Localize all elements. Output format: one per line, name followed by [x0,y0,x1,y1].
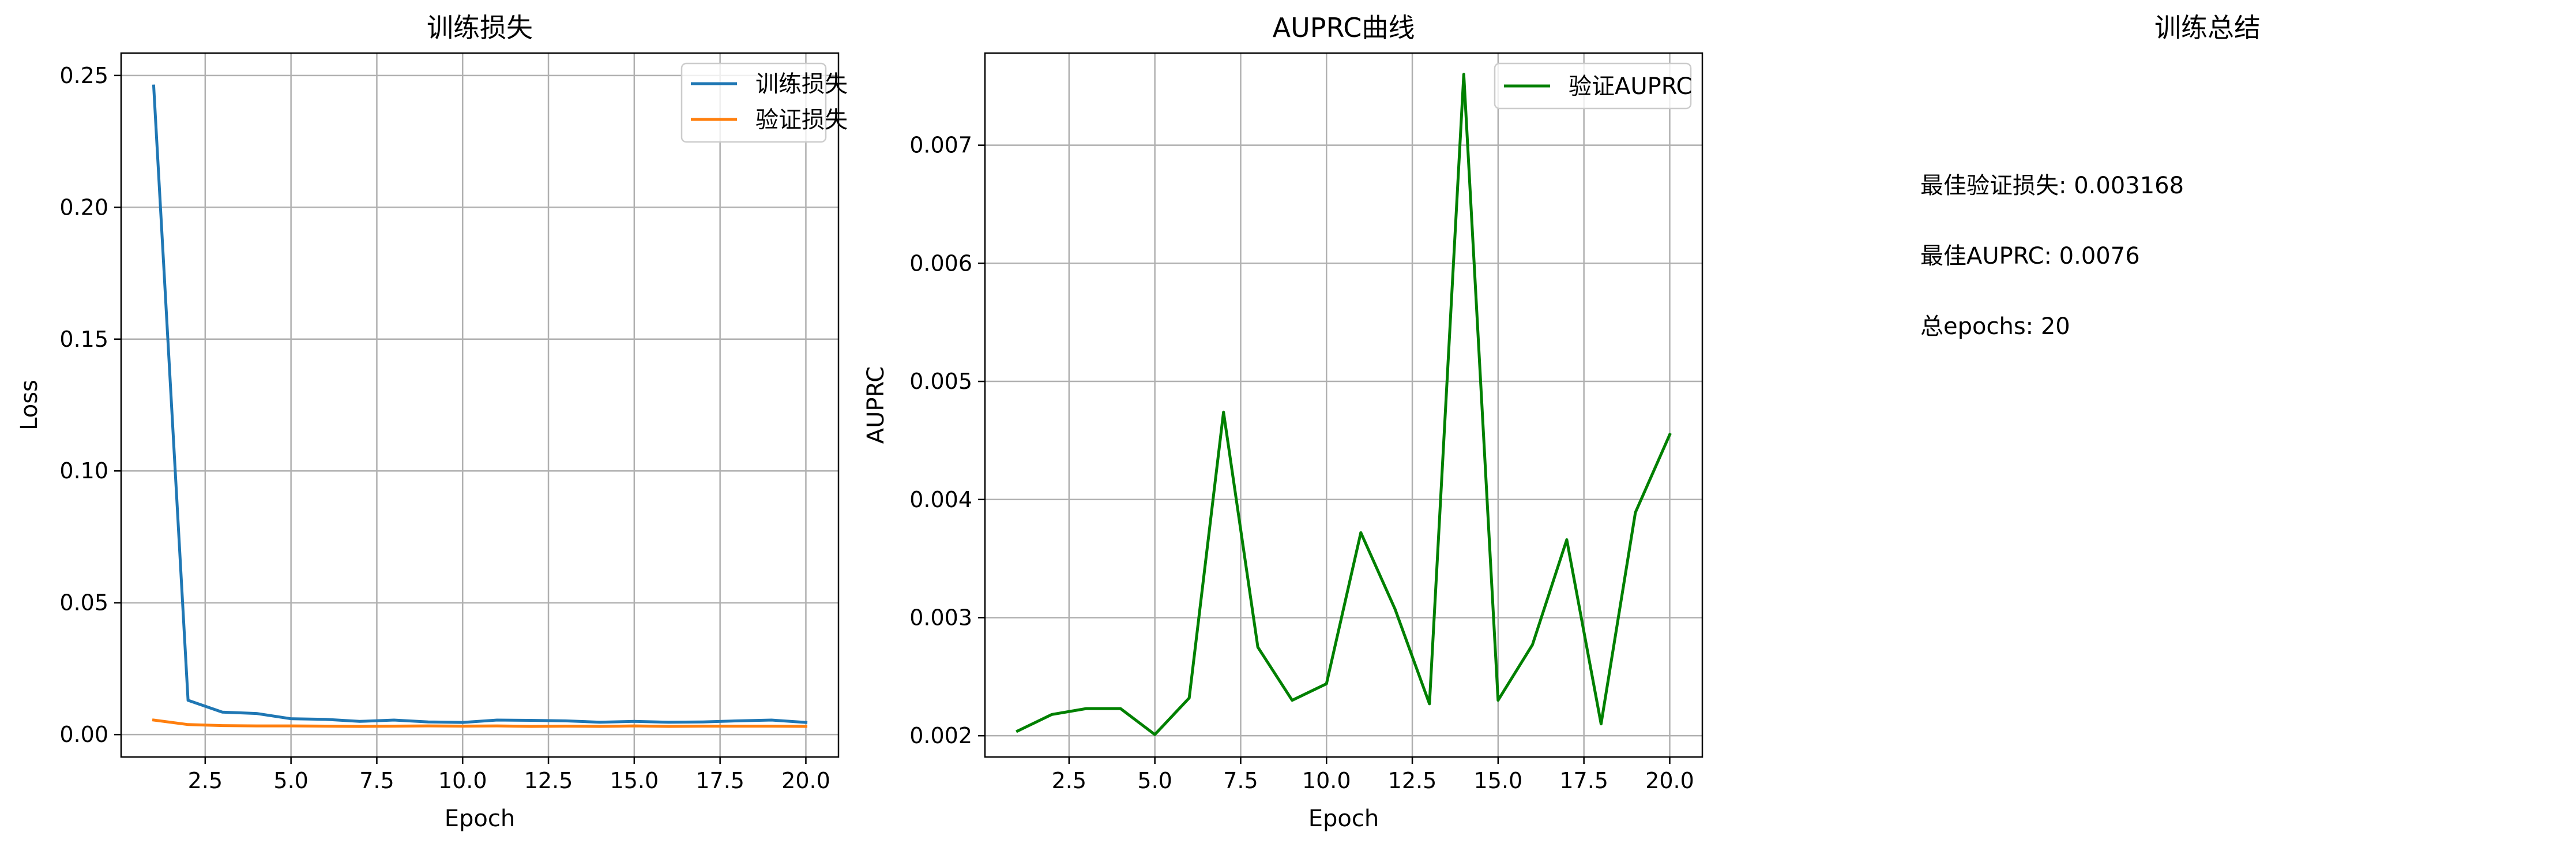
auprc-chart-y-tick-label: 0.002 [909,723,972,748]
auprc-chart-axes-frame [984,52,1703,758]
auprc-chart-y-tick-label: 0.004 [909,487,972,512]
auprc-chart-title: AUPRC曲线 [1273,12,1415,43]
loss-chart-y-tick-label: 0.05 [59,590,108,616]
auprc-chart-x-tick-label: 20.0 [1645,768,1694,793]
loss-chart-title: 训练损失 [427,12,533,43]
loss-chart-series [152,84,808,728]
auprc-chart-y-axis-label: AUPRC [863,366,889,444]
summary-title: 训练总结 [2154,12,2261,43]
loss-chart-x-tick-label: 2.5 [188,768,223,793]
loss-chart-x-axis-label: Epoch [445,805,515,832]
auprc-chart-series-line-0 [1016,73,1672,736]
loss-chart-x-tick-label: 5.0 [273,768,308,793]
loss-chart-grid [121,53,838,757]
auprc-chart-y-tick-label: 0.003 [909,605,972,630]
loss-chart-x-tick-label: 10.0 [438,768,487,793]
auprc-chart-x-tick-label: 7.5 [1223,768,1258,793]
auprc-chart: AUPRC曲线 2.5 5.0 7.5 10.0 12.5 15.0 17.5 20.0 0.0… [863,12,1703,832]
loss-chart-axes-frame [120,52,840,758]
loss-chart-y-tick-label: 0.25 [59,63,108,88]
auprc-chart-grid [985,53,1702,757]
loss-chart-series-line-1 [152,718,808,728]
summary-panel: 训练总结 最佳验证损失: 0.003168 最佳AUPRC: 0.0076 总e… [1920,12,2261,340]
auprc-chart-y-tick-label: 0.007 [909,133,972,158]
auprc-chart-x-tick-label: 5.0 [1137,768,1172,793]
summary-best-auprc: 最佳AUPRC: 0.0076 [1920,243,2140,269]
auprc-chart-x-tick-label: 12.5 [1388,768,1437,793]
loss-chart-y-tick-label: 0.15 [59,327,108,352]
loss-chart-x-tick-label: 15.0 [610,768,659,793]
summary-total-epochs: 总epochs: 20 [1920,313,2070,340]
auprc-chart-y-tick-label: 0.006 [909,250,972,276]
auprc-chart-x-tick-label: 10.0 [1302,768,1351,793]
auprc-chart-x-axis-label: Epoch [1308,805,1379,832]
loss-chart: 训练损失 2.5 5.0 7.5 10.0 12.5 15.0 17.5 20.0 0.00 0.… [16,12,848,832]
auprc-chart-x-tick-label: 15.0 [1474,768,1523,793]
loss-chart-x-tick-label: 7.5 [359,768,394,793]
auprc-chart-y-tick-label: 0.005 [909,369,972,394]
auprc-chart-series [1016,73,1672,736]
loss-chart-x-tick-label: 17.5 [695,768,744,793]
legend-label-train-loss: 训练损失 [755,71,848,98]
auprc-chart-x-tick-label: 2.5 [1052,768,1086,793]
legend-label-val-auprc: 验证AUPRC [1569,73,1693,100]
loss-chart-y-tick-label: 0.20 [59,194,108,220]
auprc-chart-ticks: 2.5 5.0 7.5 10.0 12.5 15.0 17.5 20.0 0.002 0.003 0… [909,133,1694,793]
auprc-chart-legend-box [1494,62,1692,110]
loss-chart-ticks: 2.5 5.0 7.5 10.0 12.5 15.0 17.5 20.0 0.00 0.05 0.1… [59,63,830,793]
loss-chart-series-line-0 [152,84,808,724]
loss-chart-x-tick-label: 20.0 [781,768,830,793]
auprc-chart-x-tick-label: 17.5 [1559,768,1608,793]
loss-chart-y-axis-label: Loss [16,380,43,430]
loss-chart-legend: 训练损失 验证损失 [680,62,848,143]
loss-chart-y-tick-label: 0.00 [59,722,108,747]
auprc-chart-legend: 验证AUPRC [1494,62,1693,110]
legend-label-val-loss: 验证损失 [755,107,848,133]
loss-chart-y-tick-label: 0.10 [59,458,108,484]
loss-chart-x-tick-label: 12.5 [524,768,573,793]
summary-best-val-loss: 最佳验证损失: 0.003168 [1920,173,2184,199]
